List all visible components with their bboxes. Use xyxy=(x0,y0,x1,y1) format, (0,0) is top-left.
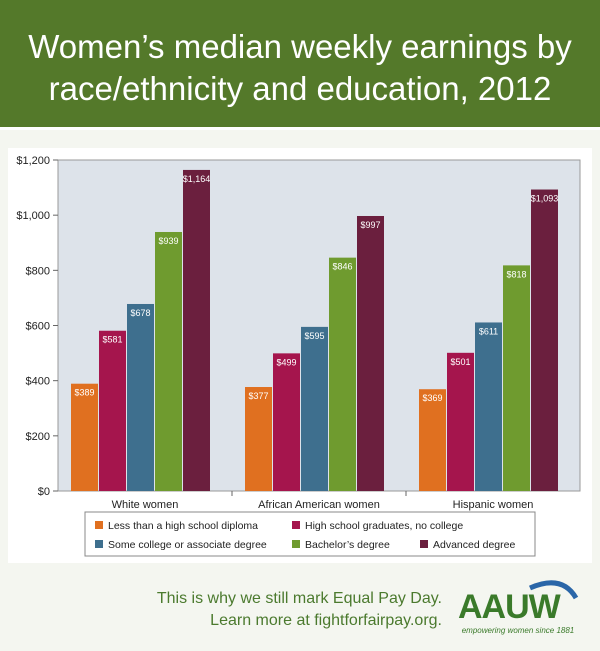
bar-value-label: $997 xyxy=(360,220,380,230)
bar-value-label: $1,093 xyxy=(531,194,559,204)
bar xyxy=(475,322,502,491)
y-tick-label: $1,000 xyxy=(16,210,50,222)
legend-swatch xyxy=(292,521,300,529)
bar xyxy=(531,189,558,491)
title-banner: Women’s median weekly earnings by race/e… xyxy=(0,0,600,130)
bar-value-label: $389 xyxy=(74,388,94,398)
y-tick-label: $800 xyxy=(26,265,50,277)
footer-message: This is why we still mark Equal Pay Day. xyxy=(156,590,442,607)
legend-label: Advanced degree xyxy=(433,539,515,551)
bar-value-label: $501 xyxy=(450,357,470,367)
bar xyxy=(71,383,98,491)
bar xyxy=(155,231,182,491)
x-category-label: White women xyxy=(112,499,179,511)
legend-box xyxy=(84,511,536,557)
y-tick-label: $400 xyxy=(26,376,50,388)
legend-swatch xyxy=(420,540,428,548)
y-tick-label: $200 xyxy=(26,431,50,443)
legend-label: Some college or associate degree xyxy=(108,539,267,551)
chart-title: Women’s median weekly earnings by race/e… xyxy=(10,26,590,110)
bar xyxy=(245,387,272,491)
bar-value-label: $678 xyxy=(130,308,150,318)
footer-link-text[interactable]: Learn more at fightforfairpay.org. xyxy=(210,612,442,629)
bar-value-label: $846 xyxy=(332,262,352,272)
aauw-logo: AAUW empowering women since 1881 xyxy=(452,578,582,638)
x-category-label: Hispanic women xyxy=(453,499,534,511)
legend-swatch xyxy=(95,521,103,529)
legend-swatch xyxy=(292,540,300,548)
bar xyxy=(447,352,474,491)
bar-value-label: $369 xyxy=(422,393,442,403)
legend-swatch xyxy=(95,540,103,548)
bar-value-label: $499 xyxy=(276,357,296,367)
aauw-swoosh-icon xyxy=(528,580,579,600)
logo-tagline: empowering women since 1881 xyxy=(461,626,575,635)
y-tick-label: $600 xyxy=(26,321,50,333)
bar-value-label: $1,164 xyxy=(183,174,211,184)
bar-chart: $0 $200 $400 $600 $800 $1,000 $1,200 $389 $581 $6… xyxy=(8,148,592,563)
bar xyxy=(503,265,530,491)
legend-label: Less than a high school diploma xyxy=(108,520,258,532)
legend-label: Bachelor’s degree xyxy=(305,539,390,551)
y-tick-label: $1,200 xyxy=(16,155,50,167)
bar-value-label: $595 xyxy=(304,331,324,341)
chart-title-line-1: Women’s median weekly earnings by xyxy=(28,28,572,65)
bar xyxy=(183,169,210,491)
bar-value-label: $939 xyxy=(158,236,178,246)
bar xyxy=(273,353,300,491)
bar-value-label: $611 xyxy=(479,326,498,336)
chart-title-line-2: race/ethnicity and education, 2012 xyxy=(48,70,552,107)
bar xyxy=(357,215,384,491)
bar-value-label: $818 xyxy=(506,269,526,279)
y-tick-label: $0 xyxy=(38,486,50,498)
bar-value-label: $581 xyxy=(102,335,122,345)
legend-label: High school graduates, no college xyxy=(305,520,463,532)
bar xyxy=(301,326,328,491)
bar xyxy=(99,330,126,491)
bar xyxy=(329,257,356,491)
bar xyxy=(127,303,154,491)
bar xyxy=(419,389,446,491)
logo-text: AAUW xyxy=(458,588,561,626)
x-category-label: African American women xyxy=(258,499,380,511)
bar-value-label: $377 xyxy=(248,391,268,401)
